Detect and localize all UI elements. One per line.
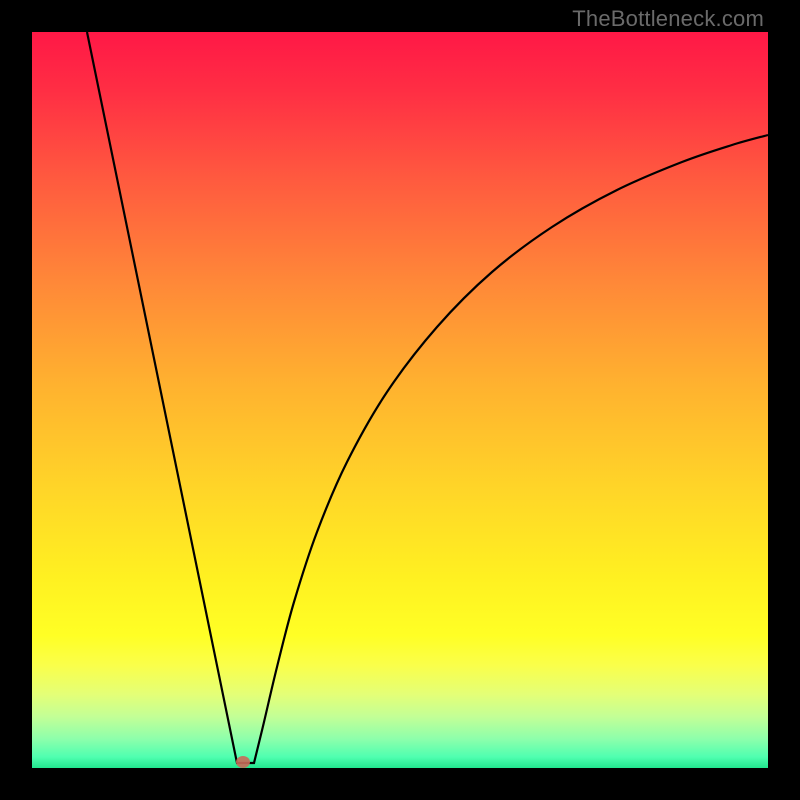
chart-stage: TheBottleneck.com bbox=[0, 0, 800, 800]
watermark-text: TheBottleneck.com bbox=[572, 6, 764, 32]
vertex-marker bbox=[236, 756, 250, 768]
border-right bbox=[768, 0, 800, 800]
border-bottom bbox=[0, 768, 800, 800]
border-left bbox=[0, 0, 32, 800]
plot-area bbox=[32, 32, 768, 768]
bottleneck-curve bbox=[32, 32, 768, 768]
curve-path bbox=[87, 32, 768, 763]
